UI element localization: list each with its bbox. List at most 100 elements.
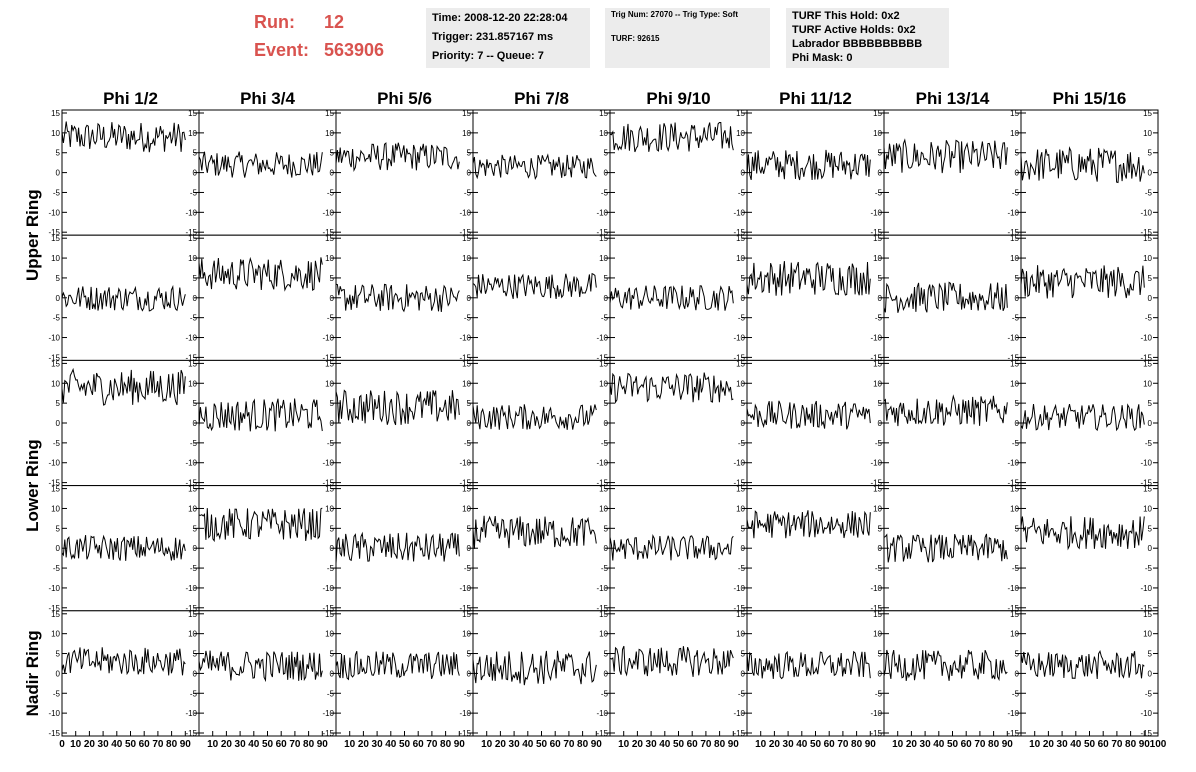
y-tick-label: 5 (741, 149, 746, 158)
y-tick-label: 5 (604, 399, 609, 408)
x-tick-label: 10 (892, 739, 904, 750)
y-tick-label: -15 (48, 228, 60, 237)
y-tick-label: 5 (878, 399, 883, 408)
y-tick-label: -10 (1140, 208, 1152, 217)
waveform-trace (746, 261, 871, 296)
y-tick-label: -15 (870, 479, 882, 488)
y-tick-label: 5 (1148, 524, 1153, 533)
y-tick-label: 5 (193, 274, 198, 283)
y-tick-label: 0 (1015, 669, 1020, 678)
y-tick-label: -5 (53, 564, 61, 573)
waveform-panel (335, 109, 474, 236)
y-tick-label: -5 (53, 439, 61, 448)
y-tick-label: 15 (462, 359, 471, 368)
y-tick-label: 10 (873, 129, 882, 138)
waveform-trace (335, 283, 460, 313)
column-label: Phi 7/8 (514, 89, 569, 108)
y-tick-label: 0 (741, 544, 746, 553)
waveform-trace (883, 649, 1008, 682)
y-tick-label: -5 (601, 564, 609, 573)
y-tick-label: 5 (741, 274, 746, 283)
y-tick-label: -5 (190, 314, 198, 323)
y-tick-label: -5 (1012, 564, 1020, 573)
waveform-panel (746, 234, 885, 361)
y-tick-label: 0 (193, 669, 198, 678)
x-tick-label: 60 (687, 739, 699, 750)
x-tick-label: 50 (262, 739, 274, 750)
y-tick-label: -10 (870, 584, 882, 593)
waveform-trace (472, 515, 597, 549)
y-tick-label: 0 (330, 169, 335, 178)
y-tick-label: 15 (51, 359, 60, 368)
y-tick-label: -10 (1007, 459, 1019, 468)
x-tick-label: 40 (522, 739, 534, 750)
y-tick-label: -10 (1007, 584, 1019, 593)
x-tick-label: 70 (563, 739, 575, 750)
y-tick-label: 5 (1148, 274, 1153, 283)
y-tick-label: -10 (1140, 584, 1152, 593)
y-tick-label: 10 (462, 254, 471, 263)
x-tick-label: 90 (728, 739, 740, 750)
y-tick-label: 0 (1015, 294, 1020, 303)
x-tick-label: 60 (550, 739, 562, 750)
y-tick-label: -15 (459, 604, 471, 613)
y-tick-label: -10 (48, 459, 60, 468)
y-tick-label: -5 (464, 564, 472, 573)
x-tick-label: 70 (974, 739, 986, 750)
y-tick-label: -15 (1140, 228, 1152, 237)
y-tick-label: 5 (741, 524, 746, 533)
waveform-trace (198, 398, 323, 432)
y-tick-label: 15 (1010, 359, 1019, 368)
y-tick-label: -5 (875, 314, 883, 323)
y-tick-label: 10 (736, 630, 745, 639)
y-tick-label: -5 (738, 564, 746, 573)
y-tick-label: -10 (733, 334, 745, 343)
y-tick-label: -5 (601, 689, 609, 698)
y-tick-label: 15 (325, 485, 334, 494)
y-tick-label: -15 (185, 353, 197, 362)
waveform-trace (746, 510, 871, 539)
waveform-panel (198, 610, 337, 737)
y-tick-label: -10 (48, 208, 60, 217)
x-tick-label: 80 (577, 739, 589, 750)
y-tick-label: -10 (1140, 709, 1152, 718)
y-tick-label: -10 (185, 334, 197, 343)
waveform-trace (609, 285, 734, 311)
y-tick-label: -15 (322, 729, 334, 738)
y-tick-label: -10 (870, 459, 882, 468)
waveform-trace (472, 404, 597, 430)
run-label: Run: (254, 12, 295, 32)
waveform-panel (1020, 610, 1159, 737)
ring-label: Lower Ring (23, 439, 42, 532)
y-tick-label: -5 (53, 188, 61, 197)
waveform-trace (198, 256, 323, 292)
x-tick-label: 80 (988, 739, 1000, 750)
y-tick-label: 5 (193, 524, 198, 533)
y-tick-label: 5 (467, 399, 472, 408)
waveform-panel (746, 359, 885, 487)
y-tick-label: 10 (599, 379, 608, 388)
y-tick-label: -5 (327, 188, 335, 197)
y-tick-label: 10 (188, 129, 197, 138)
x-tick-label: 50 (1084, 739, 1096, 750)
y-tick-label: -10 (459, 208, 471, 217)
x-tick-label: 80 (303, 739, 315, 750)
x-tick-label: 70 (700, 739, 712, 750)
y-tick-label: 10 (325, 379, 334, 388)
waveform-trace (609, 645, 734, 677)
y-tick-label: -10 (185, 208, 197, 217)
y-tick-label: -10 (48, 709, 60, 718)
y-tick-label: 15 (1010, 234, 1019, 243)
y-tick-label: -5 (1145, 564, 1153, 573)
y-tick-label: -10 (733, 459, 745, 468)
y-tick-label: 0 (1015, 544, 1020, 553)
y-tick-label: -5 (1012, 439, 1020, 448)
y-tick-label: 10 (188, 254, 197, 263)
y-tick-label: -15 (459, 729, 471, 738)
waveform-trace (335, 531, 460, 564)
y-tick-label: 0 (1148, 419, 1153, 428)
y-tick-label: 10 (1010, 504, 1019, 513)
y-tick-label: 15 (1010, 610, 1019, 619)
waveform-trace (746, 149, 871, 181)
